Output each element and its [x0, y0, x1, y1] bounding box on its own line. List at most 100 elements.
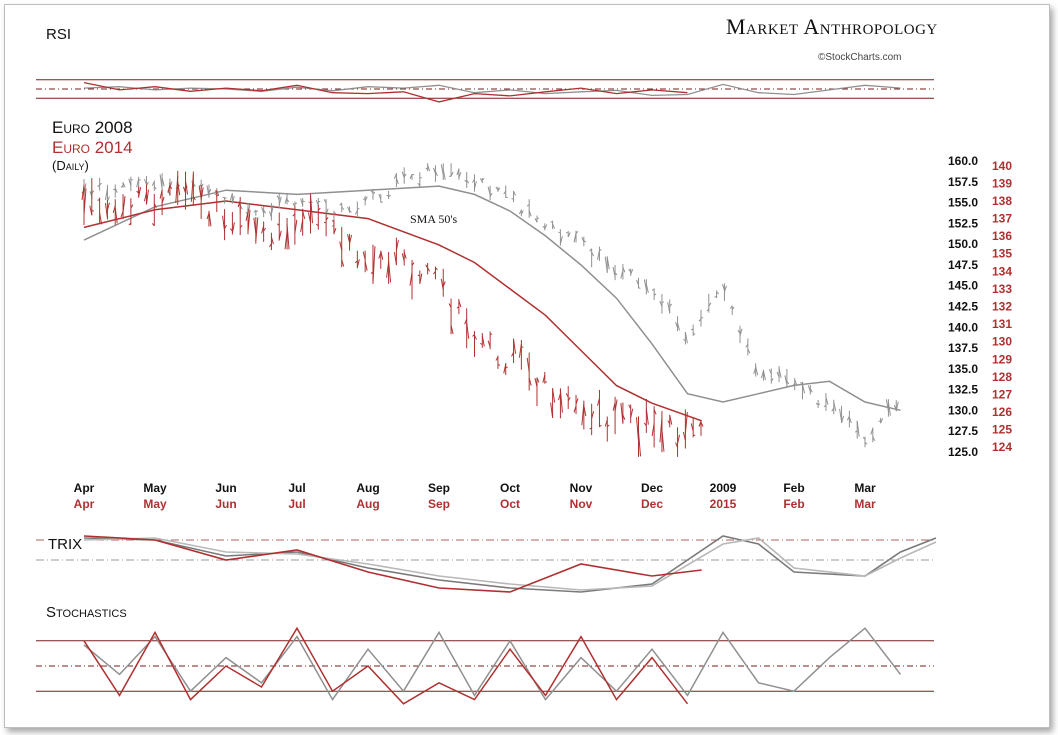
price-bar-close — [794, 379, 798, 385]
price-bar-open — [222, 215, 226, 232]
price-bar-close — [333, 212, 337, 215]
price-bar-open — [113, 188, 116, 191]
price-bar-close — [388, 194, 391, 198]
price-bar-open — [347, 206, 350, 212]
price-bar-close — [208, 211, 212, 227]
price-bar-open — [276, 195, 280, 201]
price-bar-close — [614, 399, 618, 412]
price-bar — [558, 229, 563, 246]
price-bar-open — [198, 184, 202, 187]
price-bar-open — [542, 225, 546, 229]
y-axis-right-tick: 137 — [992, 212, 1012, 226]
price-bar — [760, 369, 766, 381]
price-bar-open — [698, 318, 702, 322]
price-bar-close — [614, 272, 618, 276]
x-axis-tick-2008: Mar — [854, 481, 876, 495]
price-bar-close — [185, 180, 189, 195]
price-bar — [190, 171, 196, 206]
price-bar-close — [474, 335, 477, 340]
price-bar-close — [684, 412, 688, 434]
price-bar-open — [245, 211, 249, 221]
price-bar — [667, 414, 673, 428]
price-bar — [307, 193, 313, 234]
price-bar-open — [526, 204, 530, 207]
price-bar-open — [636, 417, 640, 442]
price-bar-close — [372, 246, 376, 284]
price-bar-close — [887, 402, 891, 416]
price-bar-close — [872, 436, 876, 441]
price-bar — [643, 398, 649, 433]
price-bar — [284, 194, 290, 205]
price-bar — [432, 165, 438, 182]
price-bar — [667, 299, 673, 314]
price-bar — [433, 266, 438, 280]
price-bar-open — [589, 427, 592, 430]
price-bar — [253, 217, 259, 244]
x-axis-tick-2014: Nov — [570, 497, 593, 511]
price-bar-close — [403, 252, 407, 259]
x-axis-tick-2008: Dec — [641, 481, 663, 495]
price-bar — [128, 198, 134, 226]
rsi-label: RSI — [46, 26, 72, 43]
price-bar-open — [643, 279, 647, 290]
price-bar — [620, 402, 626, 424]
price-bar-open — [636, 279, 639, 286]
price-bar — [620, 263, 626, 280]
price-bar-open — [97, 198, 100, 201]
price-bar-open — [729, 305, 733, 309]
price-bar — [331, 219, 337, 235]
price-bar-open — [386, 262, 390, 278]
price-bar-open — [620, 403, 624, 424]
price-bar — [823, 393, 829, 411]
price-bar-open — [651, 288, 655, 291]
price-bar-close — [153, 186, 157, 190]
legend-frequency: (Daily) — [52, 158, 89, 173]
price-bar — [167, 182, 173, 196]
price-bar-close — [762, 370, 766, 381]
y-axis-right-tick: 130 — [992, 335, 1012, 349]
price-bar — [159, 173, 165, 190]
price-bar-open — [745, 343, 749, 348]
price-bar — [237, 196, 243, 236]
price-bar-close — [192, 196, 196, 201]
price-bar-open — [518, 209, 522, 215]
price-bar-open — [550, 221, 553, 223]
price-bar-open — [526, 357, 530, 372]
price-bar-close — [427, 267, 431, 272]
price-bar-open — [331, 220, 335, 222]
price-bar-open — [589, 248, 593, 252]
price-bar-close — [638, 431, 642, 457]
price-bar — [573, 230, 579, 243]
price-bar — [143, 184, 149, 205]
price-bar-close — [395, 240, 399, 251]
price-bar — [401, 167, 407, 184]
price-bar-close — [653, 293, 657, 296]
price-bar — [449, 163, 454, 177]
price-bar-close — [474, 181, 477, 189]
price-bar-open — [261, 225, 265, 234]
price-bar-open — [565, 393, 569, 398]
price-bar — [518, 209, 524, 217]
price-bar — [573, 395, 579, 415]
price-bar-open — [370, 190, 374, 194]
trix-series-line — [83, 535, 702, 593]
sma-annotation: SMA 50's — [410, 212, 458, 226]
price-bar-close — [606, 424, 610, 427]
price-bar-close — [770, 378, 774, 382]
price-bar-close — [583, 240, 587, 243]
price-bar-open — [753, 367, 757, 375]
price-bar-open — [378, 193, 382, 200]
x-axis-tick-2014: Jun — [215, 497, 236, 511]
price-bar-close — [599, 248, 602, 251]
y-axis-left-tick: 157.5 — [948, 175, 978, 189]
price-bar — [565, 386, 571, 410]
price-bar-close — [661, 429, 665, 452]
price-bar-open — [667, 302, 671, 314]
price-bar-open — [511, 352, 515, 357]
price-bar-close — [739, 328, 743, 336]
y-axis-right-tick: 128 — [992, 370, 1012, 384]
price-bar-open — [573, 232, 577, 243]
price-bar — [604, 256, 610, 273]
price-bar-close — [520, 210, 524, 215]
price-bar-open — [721, 284, 725, 291]
